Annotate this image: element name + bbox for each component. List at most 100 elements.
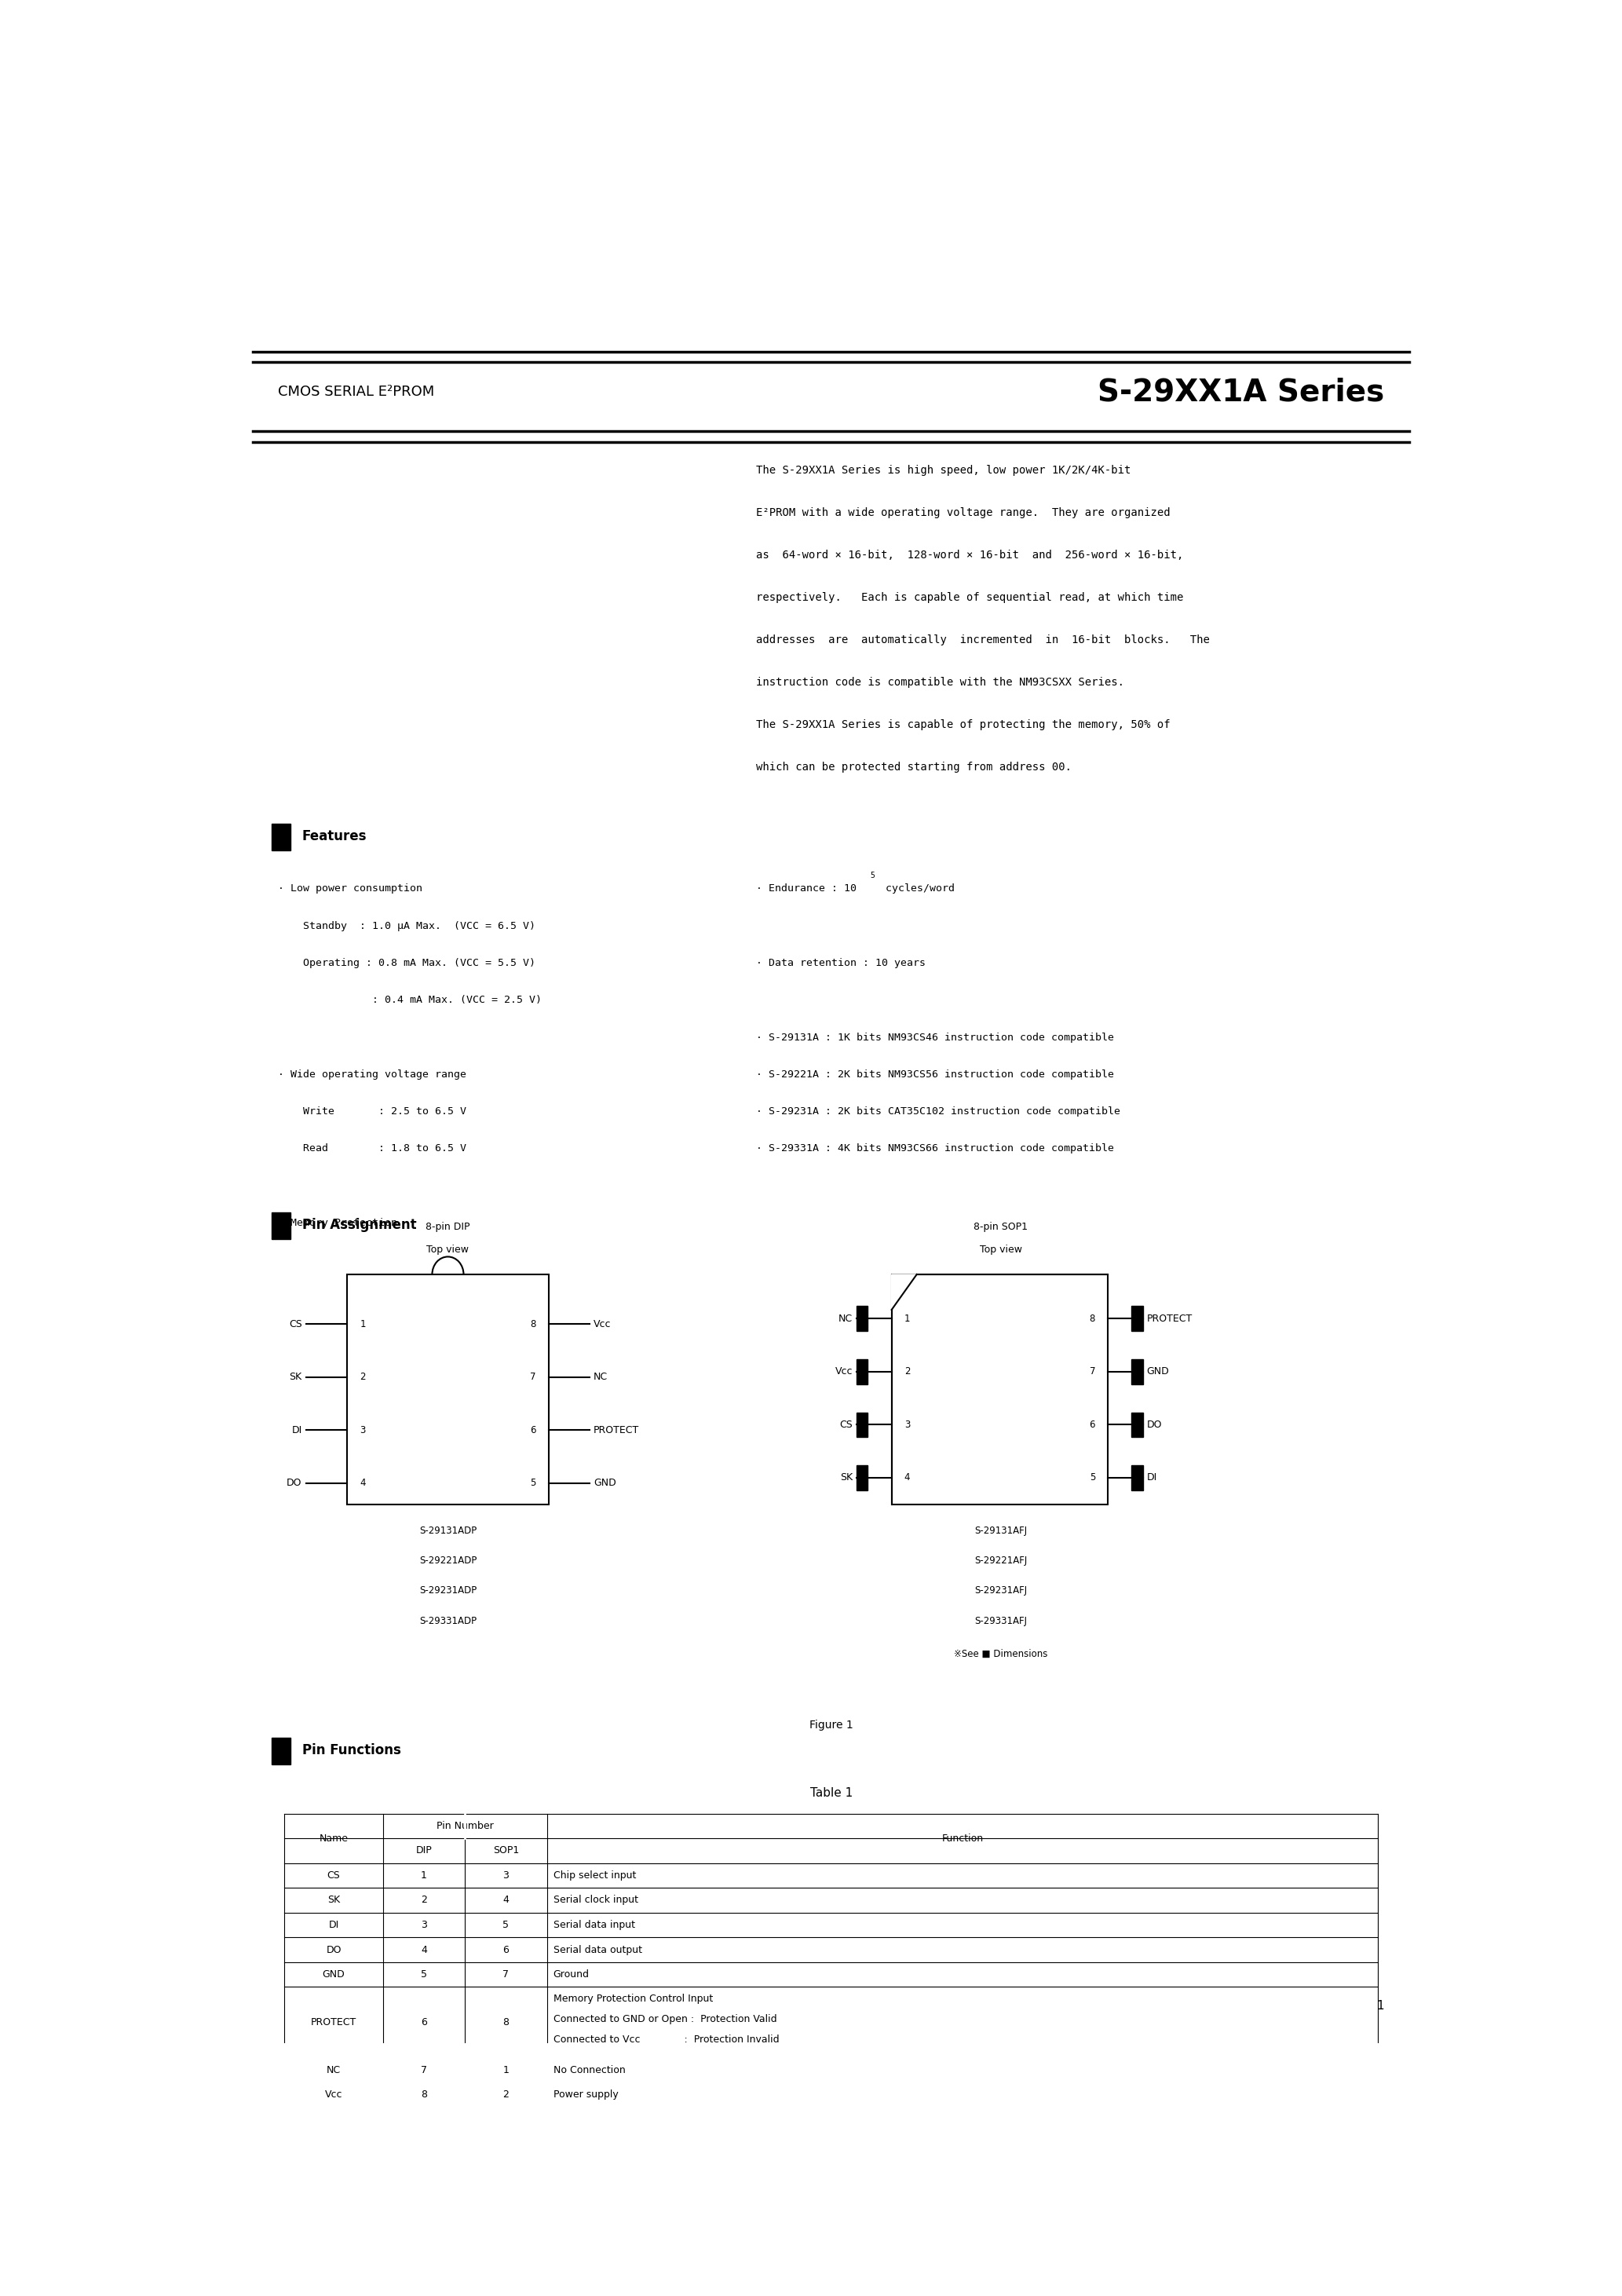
Text: NC: NC xyxy=(326,2064,341,2076)
Text: GND: GND xyxy=(594,1479,616,1488)
Text: PROTECT: PROTECT xyxy=(1147,1313,1192,1325)
Text: S-29231AFJ: S-29231AFJ xyxy=(975,1587,1027,1596)
Text: No Connection: No Connection xyxy=(553,2064,624,2076)
Text: 7: 7 xyxy=(420,2064,427,2076)
Text: Figure 1: Figure 1 xyxy=(809,1720,853,1731)
Bar xyxy=(347,1274,548,1504)
Bar xyxy=(1132,1306,1144,1332)
Text: 3: 3 xyxy=(903,1419,910,1430)
Text: : 0.4 mA Max. (VCC = 2.5 V): : 0.4 mA Max. (VCC = 2.5 V) xyxy=(279,994,542,1006)
Text: DO: DO xyxy=(1147,1419,1161,1430)
Text: 5: 5 xyxy=(530,1479,535,1488)
Text: The S-29XX1A Series is high speed, low power 1K/2K/4K-bit: The S-29XX1A Series is high speed, low p… xyxy=(756,464,1131,475)
Text: respectively.   Each is capable of sequential read, at which time: respectively. Each is capable of sequent… xyxy=(756,592,1182,604)
Text: DO: DO xyxy=(287,1479,302,1488)
Text: 6: 6 xyxy=(530,1426,535,1435)
Text: 8: 8 xyxy=(503,2018,509,2027)
Text: Connected to Vcc              :  Protection Invalid: Connected to Vcc : Protection Invalid xyxy=(553,2034,779,2043)
Text: Table 1: Table 1 xyxy=(809,1786,853,1798)
Text: DO: DO xyxy=(326,1945,341,1954)
Text: · S-29221A : 2K bits NM93CS56 instruction code compatible: · S-29221A : 2K bits NM93CS56 instructio… xyxy=(756,1070,1114,1079)
Text: 8: 8 xyxy=(1090,1313,1095,1325)
Text: 5: 5 xyxy=(1090,1472,1095,1483)
Text: Power supply: Power supply xyxy=(553,2089,618,2101)
Text: PROTECT: PROTECT xyxy=(311,2018,357,2027)
Bar xyxy=(272,1738,290,1763)
Text: NC: NC xyxy=(594,1371,608,1382)
Text: CS: CS xyxy=(289,1318,302,1329)
Text: Function: Function xyxy=(942,1832,983,1844)
Text: 8: 8 xyxy=(530,1318,535,1329)
Text: 8-pin DIP: 8-pin DIP xyxy=(425,1221,470,1233)
Text: which can be protected starting from address 00.: which can be protected starting from add… xyxy=(756,762,1072,774)
Bar xyxy=(1132,1359,1144,1384)
Text: · S-29331A : 4K bits NM93CS66 instruction code compatible: · S-29331A : 4K bits NM93CS66 instructio… xyxy=(756,1143,1114,1155)
Text: Vcc: Vcc xyxy=(324,2089,342,2101)
Text: SK: SK xyxy=(840,1472,853,1483)
Text: S-29231ADP: S-29231ADP xyxy=(418,1587,477,1596)
Text: SK: SK xyxy=(289,1371,302,1382)
Text: Serial clock input: Serial clock input xyxy=(553,1894,637,1906)
Text: Pin Assignment: Pin Assignment xyxy=(302,1217,417,1233)
Text: Vcc: Vcc xyxy=(835,1366,853,1378)
Text: Connected to GND or Open :  Protection Valid: Connected to GND or Open : Protection Va… xyxy=(553,2014,777,2025)
Text: SOP1: SOP1 xyxy=(493,1846,519,1855)
Text: S-29131ADP: S-29131ADP xyxy=(418,1525,477,1536)
Bar xyxy=(1132,1465,1144,1490)
Text: 7: 7 xyxy=(530,1371,535,1382)
Bar xyxy=(856,1359,868,1384)
Text: 6: 6 xyxy=(1090,1419,1095,1430)
Bar xyxy=(892,1274,1108,1504)
Text: Top view: Top view xyxy=(980,1244,1022,1256)
Text: GND: GND xyxy=(323,1970,345,1979)
Text: PROTECT: PROTECT xyxy=(594,1426,639,1435)
Text: 1: 1 xyxy=(903,1313,910,1325)
Text: 4: 4 xyxy=(420,1945,427,1954)
Polygon shape xyxy=(892,1274,916,1309)
Bar xyxy=(272,824,290,850)
Text: DI: DI xyxy=(1147,1472,1156,1483)
Text: S-29221AFJ: S-29221AFJ xyxy=(975,1554,1027,1566)
Text: E²PROM with a wide operating voltage range.  They are organized: E²PROM with a wide operating voltage ran… xyxy=(756,507,1169,519)
Text: · Wide operating voltage range: · Wide operating voltage range xyxy=(279,1070,467,1079)
Text: addresses  are  automatically  incremented  in  16-bit  blocks.   The: addresses are automatically incremented … xyxy=(756,634,1210,645)
Text: · Endurance : 10: · Endurance : 10 xyxy=(756,884,856,893)
Text: CMOS SERIAL E²PROM: CMOS SERIAL E²PROM xyxy=(279,386,435,400)
Text: · Memory Protection: · Memory Protection xyxy=(279,1217,397,1228)
Text: 2: 2 xyxy=(503,2089,509,2101)
Text: Name: Name xyxy=(320,1832,349,1844)
Text: 1: 1 xyxy=(1377,2000,1385,2011)
Text: Read        : 1.8 to 6.5 V: Read : 1.8 to 6.5 V xyxy=(279,1143,467,1155)
Text: 3: 3 xyxy=(503,1871,509,1880)
Text: Write       : 2.5 to 6.5 V: Write : 2.5 to 6.5 V xyxy=(279,1107,467,1116)
Text: 6: 6 xyxy=(503,1945,509,1954)
Text: 4: 4 xyxy=(903,1472,910,1483)
Text: 5: 5 xyxy=(503,1919,509,1931)
Bar xyxy=(856,1412,868,1437)
Text: 7: 7 xyxy=(1090,1366,1095,1378)
Text: instruction code is compatible with the NM93CSXX Series.: instruction code is compatible with the … xyxy=(756,677,1124,689)
Text: S-29221ADP: S-29221ADP xyxy=(418,1554,477,1566)
Text: 2: 2 xyxy=(360,1371,367,1382)
Text: S-29331AFJ: S-29331AFJ xyxy=(975,1616,1027,1626)
Text: DI: DI xyxy=(292,1426,302,1435)
Text: Serial data output: Serial data output xyxy=(553,1945,642,1954)
Text: · S-29131A : 1K bits NM93CS46 instruction code compatible: · S-29131A : 1K bits NM93CS46 instructio… xyxy=(756,1033,1114,1042)
Text: Standby  : 1.0 μA Max.  (VCC = 6.5 V): Standby : 1.0 μA Max. (VCC = 6.5 V) xyxy=(279,921,535,930)
Text: 5: 5 xyxy=(420,1970,427,1979)
Bar xyxy=(856,1465,868,1490)
Text: · S-29231A : 2K bits CAT35C102 instruction code compatible: · S-29231A : 2K bits CAT35C102 instructi… xyxy=(756,1107,1121,1116)
Text: GND: GND xyxy=(1147,1366,1169,1378)
Text: The S-29XX1A Series is capable of protecting the memory, 50% of: The S-29XX1A Series is capable of protec… xyxy=(756,719,1169,730)
Text: Ground: Ground xyxy=(553,1970,589,1979)
Text: 6: 6 xyxy=(420,2018,427,2027)
Text: Pin Functions: Pin Functions xyxy=(302,1743,401,1756)
Text: 1: 1 xyxy=(360,1318,367,1329)
Text: Memory Protection Control Input: Memory Protection Control Input xyxy=(553,1993,712,2004)
Text: 3: 3 xyxy=(420,1919,427,1931)
Text: cycles/word: cycles/word xyxy=(879,884,955,893)
Text: 4: 4 xyxy=(360,1479,367,1488)
Bar xyxy=(856,1306,868,1332)
Text: · Low power consumption: · Low power consumption xyxy=(279,884,423,893)
Text: 2: 2 xyxy=(903,1366,910,1378)
